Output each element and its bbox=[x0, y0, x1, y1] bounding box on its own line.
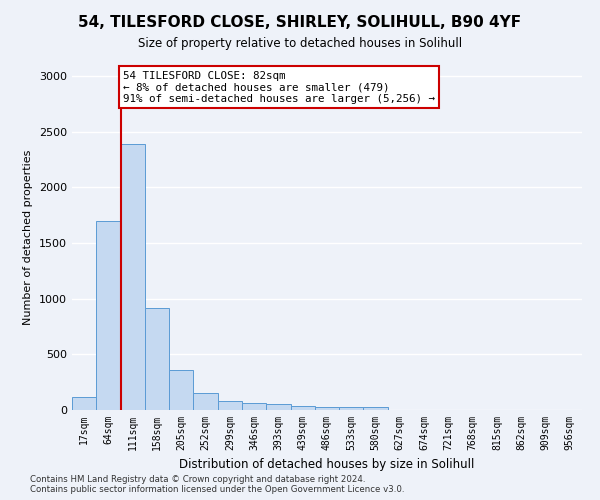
Text: Contains HM Land Registry data © Crown copyright and database right 2024.: Contains HM Land Registry data © Crown c… bbox=[30, 476, 365, 484]
Bar bbox=[72, 396, 96, 410]
Bar bbox=[266, 404, 290, 410]
X-axis label: Distribution of detached houses by size in Solihull: Distribution of detached houses by size … bbox=[179, 458, 475, 471]
Text: 54, TILESFORD CLOSE, SHIRLEY, SOLIHULL, B90 4YF: 54, TILESFORD CLOSE, SHIRLEY, SOLIHULL, … bbox=[79, 15, 521, 30]
Bar bbox=[242, 403, 266, 410]
Bar bbox=[290, 406, 315, 410]
Bar bbox=[315, 406, 339, 410]
Bar bbox=[193, 393, 218, 410]
Text: Contains public sector information licensed under the Open Government Licence v3: Contains public sector information licen… bbox=[30, 486, 404, 494]
Bar bbox=[96, 221, 121, 410]
Bar bbox=[339, 407, 364, 410]
Bar bbox=[218, 400, 242, 410]
Bar bbox=[169, 370, 193, 410]
Text: Size of property relative to detached houses in Solihull: Size of property relative to detached ho… bbox=[138, 38, 462, 51]
Bar bbox=[145, 308, 169, 410]
Bar bbox=[364, 406, 388, 410]
Text: 54 TILESFORD CLOSE: 82sqm
← 8% of detached houses are smaller (479)
91% of semi-: 54 TILESFORD CLOSE: 82sqm ← 8% of detach… bbox=[123, 70, 435, 104]
Y-axis label: Number of detached properties: Number of detached properties bbox=[23, 150, 34, 325]
Bar bbox=[121, 144, 145, 410]
